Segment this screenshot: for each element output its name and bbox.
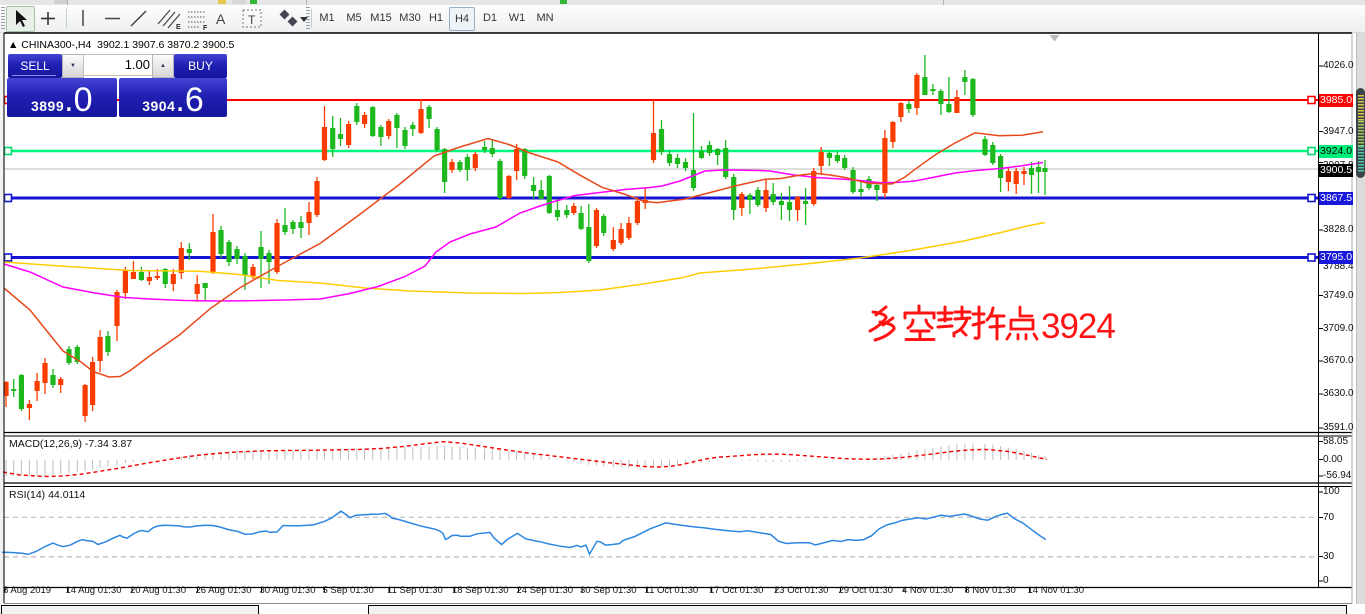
svg-text:3924: 3924 (1041, 307, 1115, 346)
svg-text:T: T (248, 13, 256, 27)
svg-text:E: E (176, 24, 181, 31)
svg-text:A: A (216, 11, 226, 27)
svg-text:F: F (203, 25, 208, 32)
